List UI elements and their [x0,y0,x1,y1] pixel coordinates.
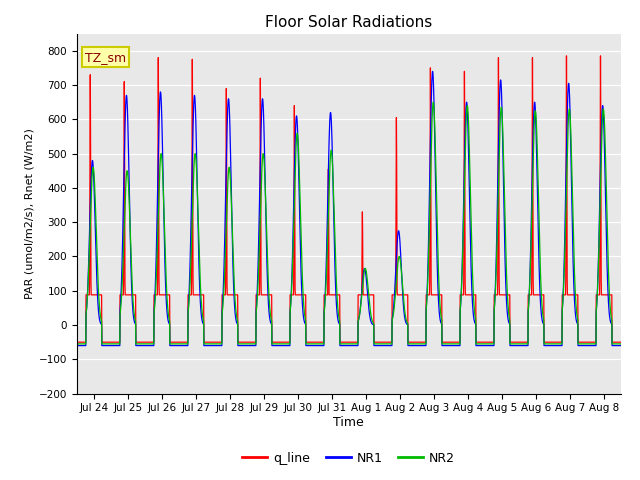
Line: NR1: NR1 [77,72,621,346]
NR2 [609,341,617,347]
q_line [563,53,570,59]
NR1 [513,343,520,348]
NR1 [543,343,551,348]
NR2 [429,99,437,105]
NR1 [244,343,252,348]
Legend: q_line, NR1, NR2: q_line, NR1, NR2 [237,447,460,469]
NR1 [617,343,625,348]
NR1 [127,269,135,275]
q_line [617,339,625,345]
q_line [381,339,389,345]
NR1 [429,69,436,74]
NR1 [73,343,81,348]
Y-axis label: PAR (umol/m2/s), Rnet (W/m2): PAR (umol/m2/s), Rnet (W/m2) [24,128,35,299]
Text: TZ_sm: TZ_sm [85,50,126,63]
q_line [609,339,617,345]
q_line [127,292,135,298]
X-axis label: Time: Time [333,416,364,429]
Line: NR2: NR2 [77,102,621,344]
q_line [73,339,81,345]
NR1 [609,343,617,348]
NR2 [244,341,252,347]
q_line [513,339,520,345]
NR2 [127,256,135,262]
NR2 [617,341,625,347]
Title: Floor Solar Radiations: Floor Solar Radiations [265,15,433,30]
Line: q_line: q_line [77,56,621,342]
NR2 [513,341,520,347]
NR2 [543,341,551,347]
NR2 [73,341,81,347]
q_line [244,339,252,345]
q_line [543,339,551,345]
NR1 [381,343,389,348]
NR2 [381,341,389,347]
